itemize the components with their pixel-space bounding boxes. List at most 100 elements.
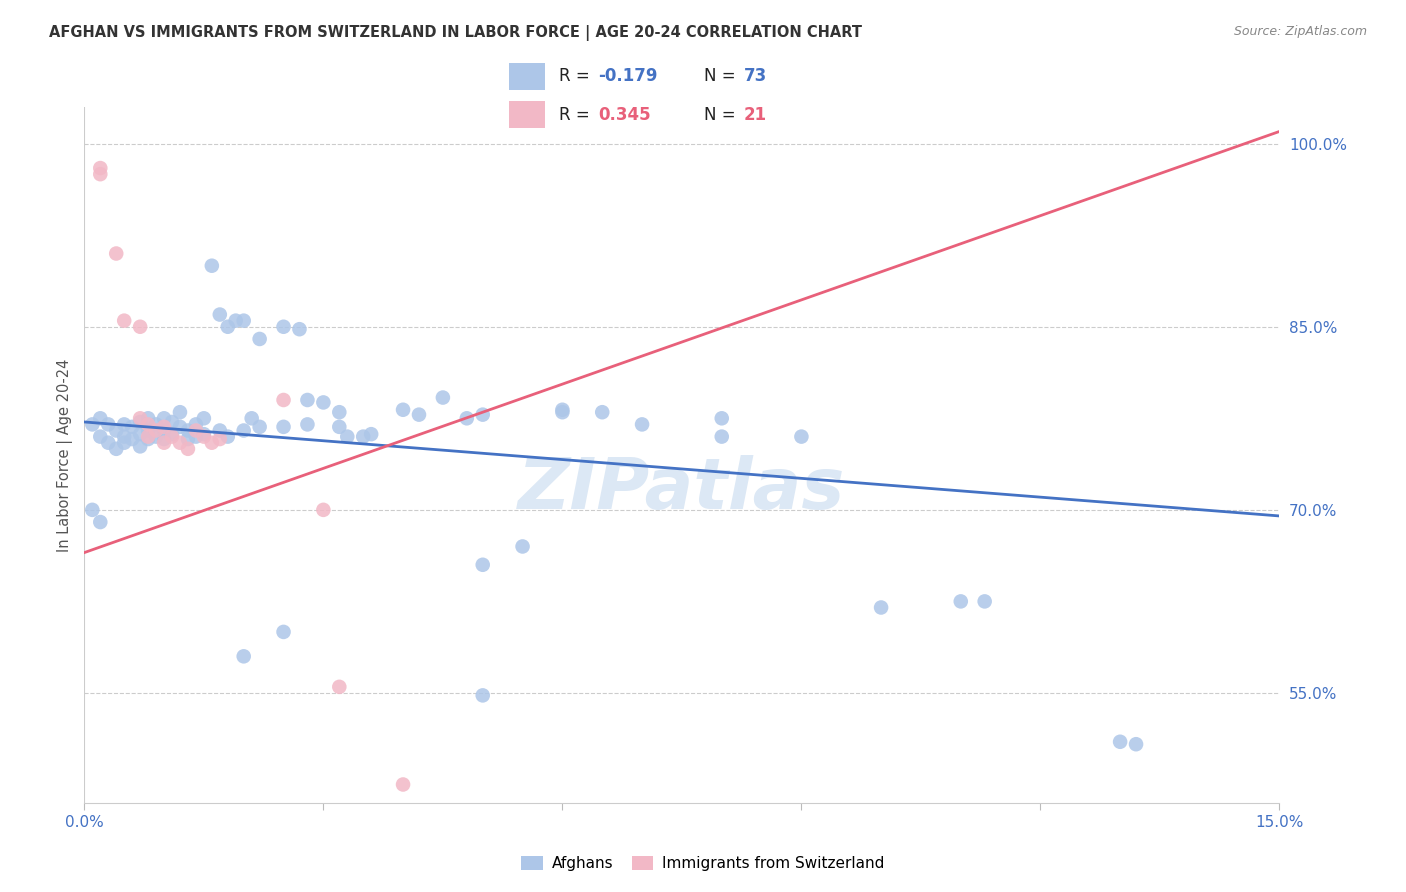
Point: [136, 432, 159, 446]
Point: [201, 435, 224, 450]
Point: [136, 429, 159, 443]
Point: [249, 420, 271, 434]
Point: [145, 429, 167, 443]
Point: [328, 420, 350, 434]
Point: [790, 429, 813, 443]
Point: [471, 408, 494, 422]
Point: [193, 427, 215, 442]
Point: [551, 402, 574, 417]
Legend: Afghans, Immigrants from Switzerland: Afghans, Immigrants from Switzerland: [515, 850, 891, 877]
Point: [177, 424, 200, 438]
Point: [145, 417, 167, 432]
Point: [184, 417, 207, 432]
Point: [89, 167, 111, 181]
Point: [97, 435, 120, 450]
Point: [208, 432, 231, 446]
Point: [201, 259, 224, 273]
Point: [129, 411, 152, 425]
Point: [456, 411, 478, 425]
Point: [129, 319, 152, 334]
Point: [328, 405, 350, 419]
Point: [471, 689, 494, 703]
Point: [949, 594, 972, 608]
Point: [184, 424, 207, 438]
Point: [97, 417, 120, 432]
Point: [336, 429, 359, 443]
Point: [169, 405, 191, 419]
Point: [710, 411, 733, 425]
Point: [208, 424, 231, 438]
Point: [288, 322, 311, 336]
Point: [471, 558, 494, 572]
Point: [89, 161, 111, 175]
Point: [160, 415, 183, 429]
Point: [312, 503, 335, 517]
Point: [297, 392, 319, 407]
Point: [217, 319, 239, 334]
Point: [169, 435, 191, 450]
Point: [153, 435, 176, 450]
Point: [193, 429, 215, 443]
Point: [129, 439, 152, 453]
Point: [297, 417, 319, 432]
Point: [121, 420, 143, 434]
Text: 0.345: 0.345: [599, 105, 651, 123]
Point: [184, 429, 207, 443]
Point: [177, 442, 200, 456]
Text: AFGHAN VS IMMIGRANTS FROM SWITZERLAND IN LABOR FORCE | AGE 20-24 CORRELATION CHA: AFGHAN VS IMMIGRANTS FROM SWITZERLAND IN…: [49, 25, 862, 41]
Point: [153, 432, 176, 446]
Point: [352, 429, 374, 443]
Point: [129, 415, 152, 429]
Point: [153, 424, 176, 438]
Point: [312, 395, 335, 409]
Bar: [509, 62, 546, 90]
Point: [169, 420, 191, 434]
Text: N =: N =: [704, 68, 741, 86]
Point: [273, 420, 295, 434]
Point: [89, 515, 111, 529]
Point: [112, 435, 135, 450]
Text: Source: ZipAtlas.com: Source: ZipAtlas.com: [1233, 25, 1367, 38]
Point: [551, 405, 574, 419]
Point: [591, 405, 613, 419]
Point: [153, 420, 176, 434]
Point: [249, 332, 271, 346]
Point: [408, 408, 430, 422]
Point: [112, 429, 135, 443]
Point: [217, 429, 239, 443]
Point: [105, 246, 128, 260]
Text: R =: R =: [558, 105, 595, 123]
Point: [273, 319, 295, 334]
Point: [153, 411, 176, 425]
Point: [392, 402, 415, 417]
Point: [973, 594, 995, 608]
Point: [129, 427, 152, 442]
Point: [631, 417, 654, 432]
Point: [112, 417, 135, 432]
Point: [1109, 735, 1132, 749]
Point: [1125, 737, 1147, 751]
Point: [193, 411, 215, 425]
Text: 21: 21: [744, 105, 766, 123]
Point: [328, 680, 350, 694]
Point: [160, 429, 183, 443]
Point: [112, 313, 135, 327]
Point: [82, 417, 104, 432]
Point: [432, 391, 454, 405]
Text: 73: 73: [744, 68, 766, 86]
Point: [136, 411, 159, 425]
Point: [89, 411, 111, 425]
Point: [160, 427, 183, 442]
Point: [392, 777, 415, 791]
Point: [512, 540, 534, 554]
Point: [232, 424, 254, 438]
Point: [870, 600, 893, 615]
Point: [136, 424, 159, 438]
Point: [105, 442, 128, 456]
Point: [273, 392, 295, 407]
Bar: [509, 101, 546, 128]
Text: ZIPatlas: ZIPatlas: [519, 455, 845, 524]
Point: [136, 417, 159, 432]
Point: [232, 649, 254, 664]
Point: [208, 308, 231, 322]
